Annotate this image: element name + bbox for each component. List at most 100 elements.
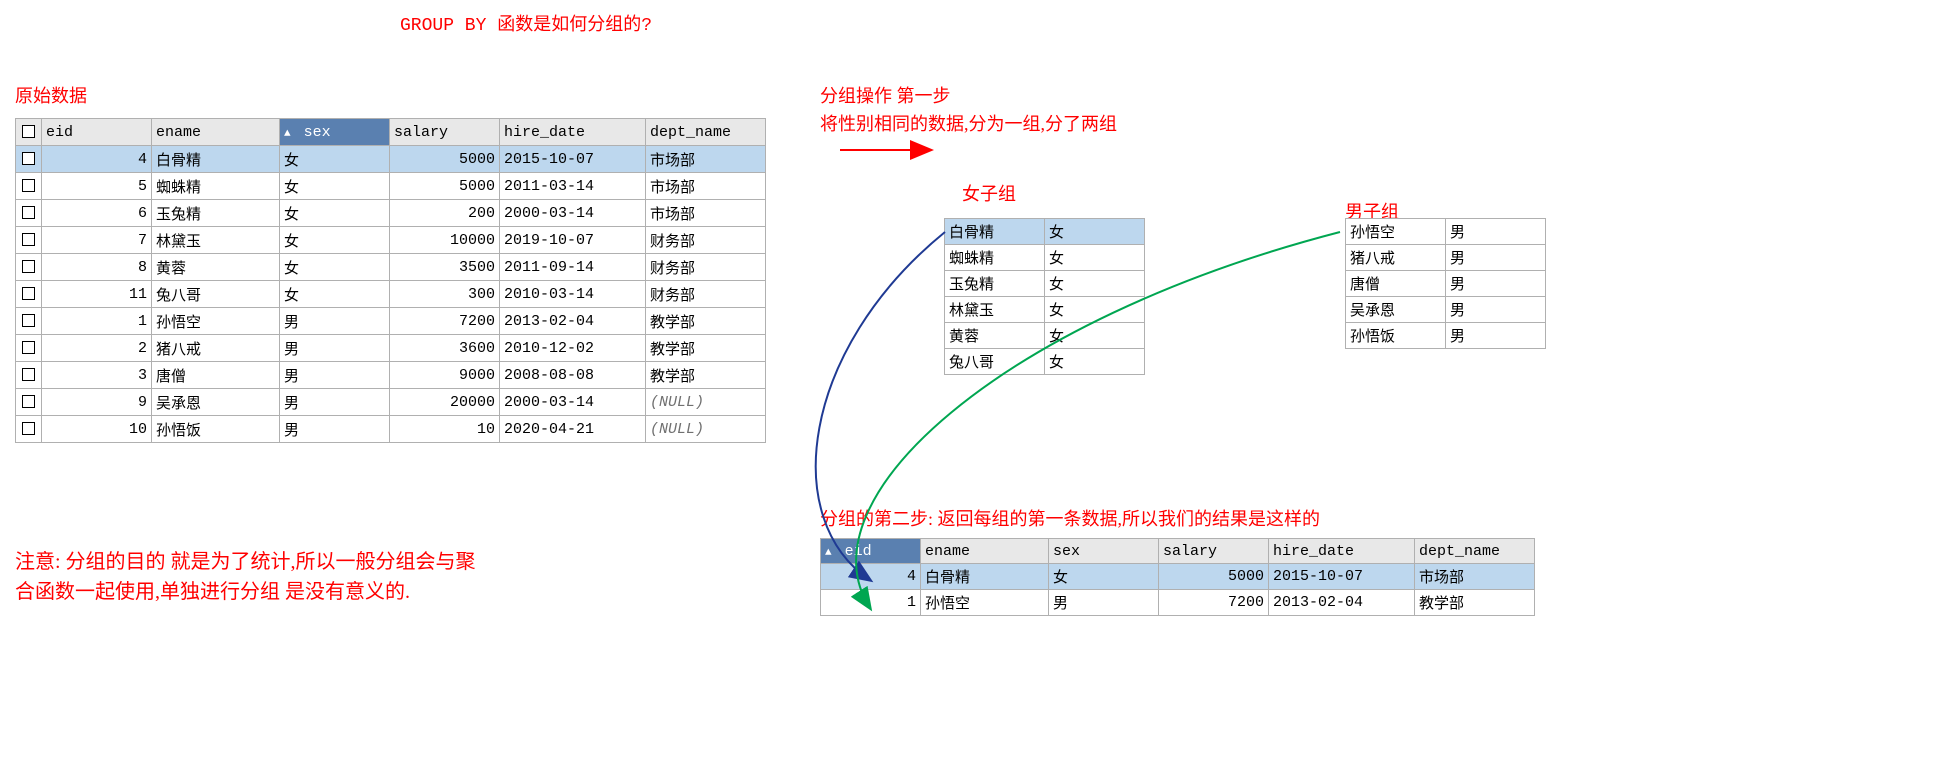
cell-hire_date: 2015-10-07 <box>1269 564 1415 590</box>
table-row[interactable]: 10孙悟饭男102020-04-21(NULL) <box>16 416 766 443</box>
cell-salary: 7200 <box>390 308 500 335</box>
column-header-sex[interactable]: sex <box>1049 539 1159 564</box>
table-row[interactable]: 1孙悟空男72002013-02-04教学部 <box>16 308 766 335</box>
cell-ename: 兔八哥 <box>152 281 280 308</box>
table-row: 孙悟饭男 <box>1346 323 1546 349</box>
column-header-salary[interactable]: salary <box>390 119 500 146</box>
column-header-ename[interactable]: ename <box>152 119 280 146</box>
cell: 兔八哥 <box>945 349 1045 375</box>
checkbox-icon[interactable] <box>22 179 35 192</box>
table-row[interactable]: 8黄蓉女35002011-09-14财务部 <box>16 254 766 281</box>
checkbox-icon[interactable] <box>22 422 35 435</box>
cell-eid: 3 <box>42 362 152 389</box>
checkbox-icon[interactable] <box>22 233 35 246</box>
sort-asc-icon: ▲ <box>284 128 291 140</box>
cell-sex: 男 <box>280 416 390 443</box>
cell-dept_name: 市场部 <box>646 200 766 227</box>
column-header-dept_name[interactable]: dept_name <box>646 119 766 146</box>
table-row[interactable]: 3唐僧男90002008-08-08教学部 <box>16 362 766 389</box>
checkbox-icon[interactable] <box>22 395 35 408</box>
cell-dept_name: 市场部 <box>1415 564 1535 590</box>
checkbox-icon[interactable] <box>22 314 35 327</box>
original-data-table: eidename▲ sexsalaryhire_datedept_name4白骨… <box>15 118 766 443</box>
label-original-data: 原始数据 <box>15 82 87 108</box>
checkbox-icon[interactable] <box>22 287 35 300</box>
cell-sex: 男 <box>280 308 390 335</box>
cell: 女 <box>1045 323 1145 349</box>
table-row[interactable]: 9吴承恩男200002000-03-14(NULL) <box>16 389 766 416</box>
table-row[interactable]: 7林黛玉女100002019-10-07财务部 <box>16 227 766 254</box>
table-row[interactable]: 6玉兔精女2002000-03-14市场部 <box>16 200 766 227</box>
cell-salary: 300 <box>390 281 500 308</box>
cell-eid: 5 <box>42 173 152 200</box>
column-header-eid[interactable]: ▲ eid <box>821 539 921 564</box>
cell-sex: 男 <box>1049 590 1159 616</box>
column-header-hire_date[interactable]: hire_date <box>500 119 646 146</box>
result-table: ▲ eidenamesexsalaryhire_datedept_name4白骨… <box>820 538 1535 616</box>
cell-eid: 4 <box>42 146 152 173</box>
table-row: 猪八戒男 <box>1346 245 1546 271</box>
table-row[interactable]: 5蜘蛛精女50002011-03-14市场部 <box>16 173 766 200</box>
cell-hire_date: 2019-10-07 <box>500 227 646 254</box>
cell-salary: 20000 <box>390 389 500 416</box>
cell-dept_name: 市场部 <box>646 173 766 200</box>
label-note-line1: 注意: 分组的目的 就是为了统计,所以一般分组会与聚 <box>15 545 476 574</box>
table-row: 唐僧男 <box>1346 271 1546 297</box>
table-row[interactable]: 2猪八戒男36002010-12-02教学部 <box>16 335 766 362</box>
cell: 孙悟饭 <box>1346 323 1446 349</box>
table-row: 兔八哥女 <box>945 349 1145 375</box>
cell-ename: 林黛玉 <box>152 227 280 254</box>
table-row[interactable]: 11兔八哥女3002010-03-14财务部 <box>16 281 766 308</box>
cell-dept_name: 市场部 <box>646 146 766 173</box>
column-header-salary[interactable]: salary <box>1159 539 1269 564</box>
cell-salary: 7200 <box>1159 590 1269 616</box>
cell-ename: 白骨精 <box>921 564 1049 590</box>
cell-hire_date: 2011-09-14 <box>500 254 646 281</box>
cell-sex: 女 <box>280 146 390 173</box>
cell-dept_name: 财务部 <box>646 281 766 308</box>
checkbox-icon[interactable] <box>22 152 35 165</box>
table-row: 白骨精女 <box>945 219 1145 245</box>
cell-salary: 200 <box>390 200 500 227</box>
cell: 女 <box>1045 349 1145 375</box>
table-row[interactable]: 4白骨精女50002015-10-07市场部 <box>16 146 766 173</box>
cell-hire_date: 2013-02-04 <box>1269 590 1415 616</box>
cell: 男 <box>1446 245 1546 271</box>
checkbox-icon[interactable] <box>22 260 35 273</box>
checkbox-icon[interactable] <box>22 368 35 381</box>
cell-hire_date: 2011-03-14 <box>500 173 646 200</box>
cell-eid: 7 <box>42 227 152 254</box>
cell-salary: 5000 <box>390 146 500 173</box>
cell-sex: 女 <box>280 173 390 200</box>
cell-salary: 3600 <box>390 335 500 362</box>
column-header-dept_name[interactable]: dept_name <box>1415 539 1535 564</box>
label-step2: 分组的第二步: 返回每组的第一条数据,所以我们的结果是这样的 <box>820 505 1320 531</box>
cell: 吴承恩 <box>1346 297 1446 323</box>
checkbox-icon[interactable] <box>22 206 35 219</box>
table-row[interactable]: 4白骨精女50002015-10-07市场部 <box>821 564 1535 590</box>
column-header-sex[interactable]: ▲ sex <box>280 119 390 146</box>
cell-sex: 女 <box>280 281 390 308</box>
cell: 男 <box>1446 271 1546 297</box>
label-note-line2: 合函数一起使用,单独进行分组 是没有意义的. <box>15 575 410 604</box>
male-group-table: 孙悟空男猪八戒男唐僧男吴承恩男孙悟饭男 <box>1345 218 1546 349</box>
cell: 女 <box>1045 271 1145 297</box>
cell-dept_name: (NULL) <box>646 389 766 416</box>
cell-eid: 1 <box>821 590 921 616</box>
checkbox-icon[interactable] <box>22 341 35 354</box>
cell-hire_date: 2020-04-21 <box>500 416 646 443</box>
table-row: 林黛玉女 <box>945 297 1145 323</box>
cell: 男 <box>1446 297 1546 323</box>
cell-dept_name: 财务部 <box>646 227 766 254</box>
cell-ename: 蜘蛛精 <box>152 173 280 200</box>
cell-hire_date: 2010-12-02 <box>500 335 646 362</box>
label-step1-line1: 分组操作 第一步 <box>820 82 951 108</box>
column-header-hire_date[interactable]: hire_date <box>1269 539 1415 564</box>
table-row[interactable]: 1孙悟空男72002013-02-04教学部 <box>821 590 1535 616</box>
cell-sex: 女 <box>280 200 390 227</box>
cell: 女 <box>1045 219 1145 245</box>
cell: 蜘蛛精 <box>945 245 1045 271</box>
column-header-ename[interactable]: ename <box>921 539 1049 564</box>
checkbox-icon[interactable] <box>22 125 35 138</box>
column-header-eid[interactable]: eid <box>42 119 152 146</box>
